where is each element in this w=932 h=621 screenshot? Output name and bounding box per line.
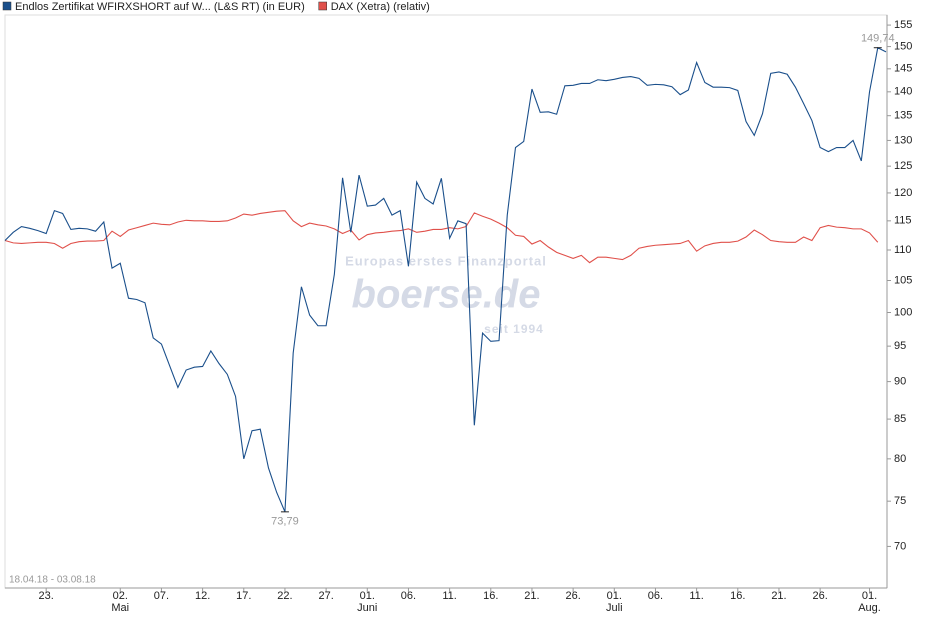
x-tick-label: 16. [483,590,498,602]
legend-label: DAX (Xetra) (relativ) [331,1,430,13]
watermark-brand: boerse.de [352,273,541,317]
y-tick-label: 125 [894,160,912,172]
date-range: 18.04.18 - 03.08.18 [9,575,96,586]
x-month-label: Juli [606,602,623,614]
y-tick-label: 105 [894,274,912,286]
annotation-label: 149,74 [861,33,895,45]
series-line [4,210,879,264]
y-tick-label: 70 [894,540,906,552]
y-tick-label: 140 [894,86,912,98]
x-tick-label: 01. [360,590,375,602]
x-tick-label: 02. [113,590,128,602]
legend-swatch [2,1,12,11]
x-tick-label: 01. [607,590,622,602]
y-tick-label: 110 [894,244,912,256]
x-month-label: Mai [111,602,129,614]
x-tick-label: 27. [318,590,333,602]
y-tick-label: 115 [894,215,912,227]
x-tick-label: 11. [689,590,703,602]
y-tick-label: 120 [894,187,912,199]
watermark-tagline: Europas erstes Finanzportal [345,253,547,268]
y-tick-label: 85 [894,413,906,425]
x-tick-label: 06. [401,590,416,602]
x-tick-label: 06. [648,590,663,602]
legend-swatch [318,1,327,11]
y-tick-label: 135 [894,110,912,122]
y-tick-label: 150 [894,40,912,52]
x-tick-label: 12. [195,590,210,602]
y-tick-label: 145 [894,63,912,75]
x-tick-label: 11. [442,590,456,602]
x-tick-label: 22. [277,590,292,602]
x-tick-label: 21. [771,590,786,602]
series-line [4,46,887,513]
x-tick-label: 16. [730,590,745,602]
watermark-since: seit 1994 [484,322,544,336]
x-tick-label: 26. [812,590,827,602]
x-tick-label: 21. [524,590,539,602]
y-tick-label: 130 [894,134,912,146]
annotation-label: 73,79 [271,516,299,528]
y-tick-label: 100 [894,306,912,318]
x-tick-label: 07. [154,590,169,602]
x-tick-label: 26. [565,590,580,602]
y-tick-label: 75 [894,495,906,507]
x-tick-label: 17. [236,590,251,602]
legend-label: Endlos Zertifikat WFIRXSHORT auf W... (L… [15,1,305,13]
x-month-label: Juni [357,602,377,614]
x-tick-label: 01. [862,590,877,602]
x-tick-label: 23. [39,590,54,602]
y-tick-label: 80 [894,453,906,465]
y-tick-label: 90 [894,376,906,388]
y-tick-label: 95 [894,340,906,352]
x-month-label: Aug. [858,602,881,614]
y-tick-label: 155 [894,19,912,31]
